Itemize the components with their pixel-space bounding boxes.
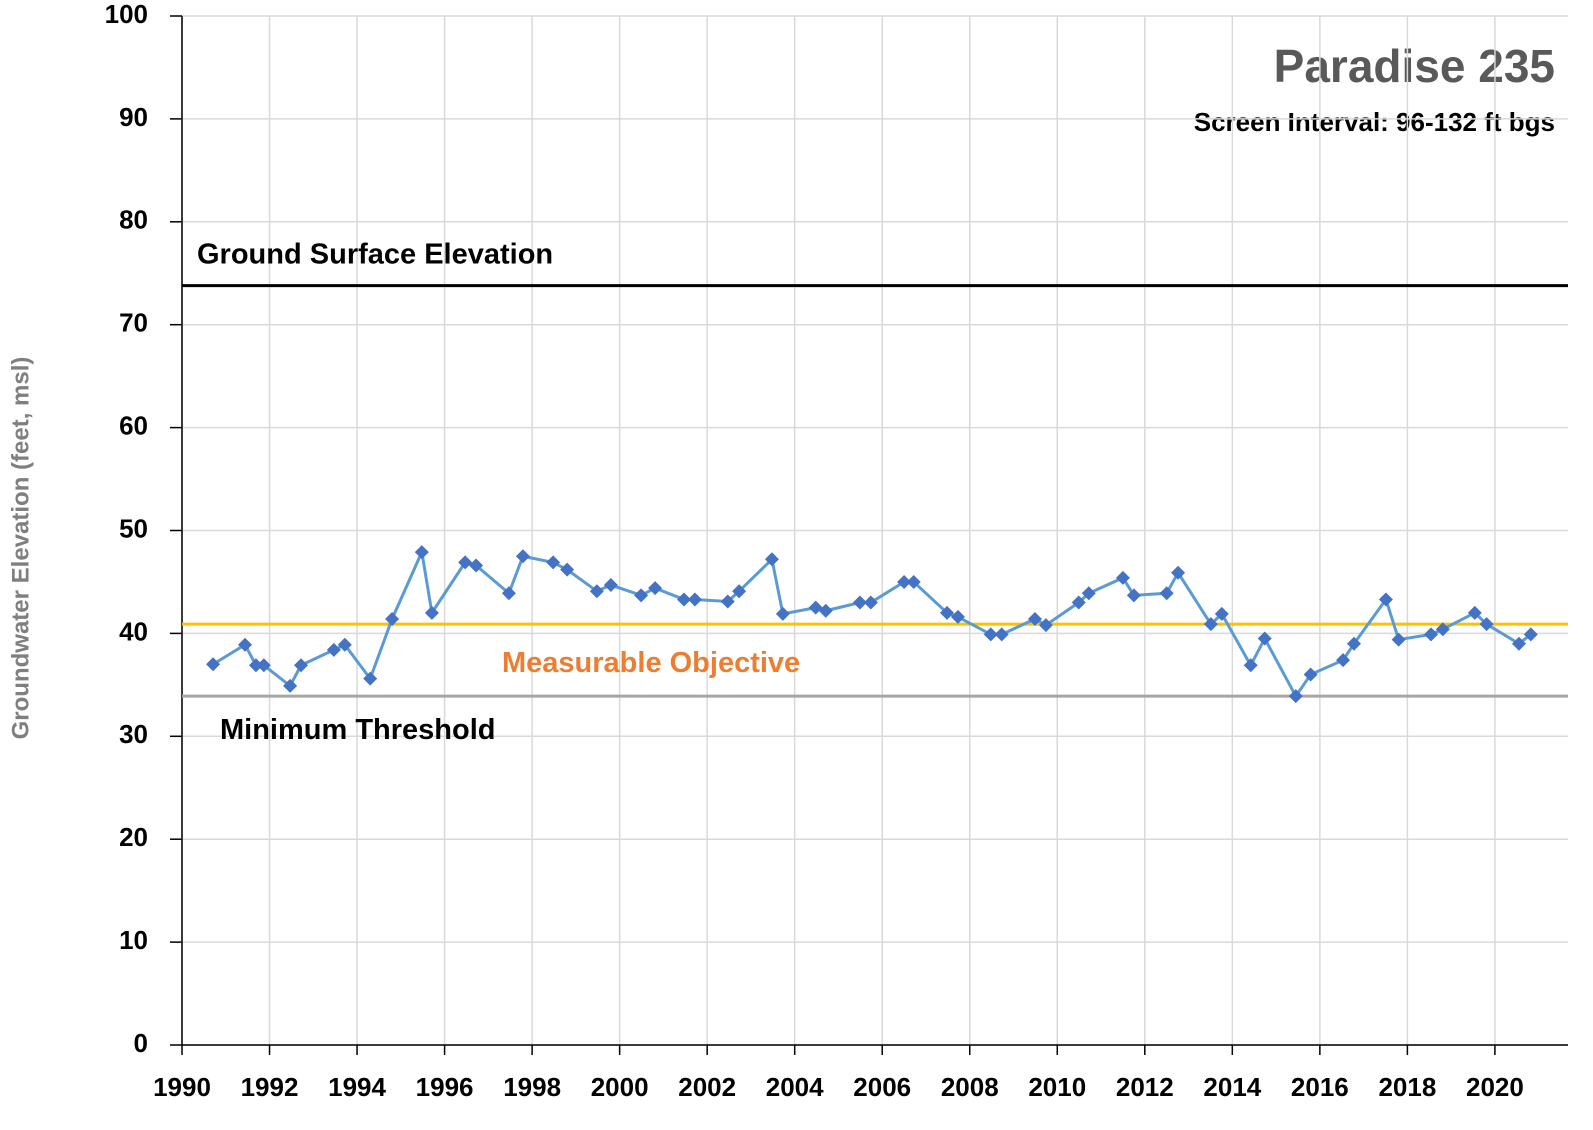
x-tick-label: 2016 bbox=[1291, 1072, 1349, 1102]
data-point bbox=[1378, 592, 1393, 607]
data-point bbox=[732, 584, 747, 599]
y-tick-label: 50 bbox=[119, 513, 148, 543]
data-point bbox=[1288, 689, 1303, 704]
data-point bbox=[863, 595, 878, 610]
x-tick-label: 2012 bbox=[1116, 1072, 1174, 1102]
data-point bbox=[1214, 606, 1229, 621]
data-point bbox=[458, 555, 473, 570]
x-tick-label: 2002 bbox=[678, 1072, 736, 1102]
data-point bbox=[1511, 636, 1526, 651]
data-point bbox=[546, 555, 561, 570]
data-point bbox=[1257, 631, 1272, 646]
data-point bbox=[256, 658, 271, 673]
y-tick-label: 30 bbox=[119, 719, 148, 749]
x-tick-label: 1998 bbox=[503, 1072, 561, 1102]
data-point bbox=[238, 637, 253, 652]
data-point bbox=[337, 637, 352, 652]
data-point bbox=[1159, 586, 1174, 601]
data-point bbox=[648, 581, 663, 596]
data-point bbox=[248, 658, 263, 673]
reference-label: Minimum Threshold bbox=[220, 714, 496, 746]
data-point bbox=[775, 606, 790, 621]
data-point bbox=[326, 642, 341, 657]
y-tick-label: 70 bbox=[119, 308, 148, 338]
data-point bbox=[1171, 565, 1186, 580]
y-tick-label: 10 bbox=[119, 925, 148, 955]
data-point bbox=[764, 552, 779, 567]
x-tick-label: 1992 bbox=[241, 1072, 299, 1102]
x-tick-label: 2004 bbox=[766, 1072, 824, 1102]
data-point bbox=[1346, 636, 1361, 651]
y-tick-label: 20 bbox=[119, 822, 148, 852]
chart-title: Paradise 235 bbox=[1274, 40, 1555, 92]
data-point bbox=[1303, 667, 1318, 682]
data-point bbox=[983, 627, 998, 642]
data-point bbox=[1391, 632, 1406, 647]
x-tick-label: 2010 bbox=[1028, 1072, 1086, 1102]
x-tick-label: 1996 bbox=[416, 1072, 474, 1102]
x-tick-label: 1994 bbox=[328, 1072, 386, 1102]
data-point bbox=[687, 592, 702, 607]
data-point bbox=[1203, 617, 1218, 632]
data-point bbox=[589, 584, 604, 599]
x-tick-label: 2000 bbox=[591, 1072, 649, 1102]
y-tick-label: 80 bbox=[119, 205, 148, 235]
x-tick-label: 2006 bbox=[853, 1072, 911, 1102]
y-tick-label: 100 bbox=[105, 0, 148, 29]
data-point bbox=[852, 595, 867, 610]
data-point bbox=[1336, 653, 1351, 668]
y-axis-label: Groundwater Elevation (feet, msl) bbox=[7, 357, 34, 740]
reference-label: Ground Surface Elevation bbox=[197, 238, 553, 270]
data-point bbox=[560, 562, 575, 577]
data-point bbox=[1523, 627, 1538, 642]
data-point bbox=[1126, 588, 1141, 603]
data-point bbox=[501, 586, 516, 601]
data-point bbox=[1081, 586, 1096, 601]
x-tick-label: 2008 bbox=[941, 1072, 999, 1102]
data-point bbox=[1479, 617, 1494, 632]
data-point bbox=[1115, 570, 1130, 585]
data-point bbox=[414, 545, 429, 560]
data-point bbox=[897, 574, 912, 589]
data-point bbox=[1435, 622, 1450, 637]
data-point bbox=[818, 603, 833, 618]
data-point bbox=[603, 578, 618, 593]
data-point bbox=[1467, 605, 1482, 620]
x-tick-label: 1990 bbox=[153, 1072, 211, 1102]
y-tick-label: 40 bbox=[119, 616, 148, 646]
x-tick-label: 2014 bbox=[1203, 1072, 1261, 1102]
data-point bbox=[1038, 618, 1053, 633]
data-point bbox=[294, 658, 309, 673]
x-tick-label: 2020 bbox=[1466, 1072, 1524, 1102]
data-point bbox=[206, 657, 221, 672]
data-point bbox=[283, 678, 298, 693]
data-point bbox=[363, 671, 378, 686]
reference-label: Measurable Objective bbox=[502, 647, 800, 679]
data-point bbox=[939, 605, 954, 620]
y-tick-label: 0 bbox=[134, 1028, 148, 1058]
data-point bbox=[1243, 658, 1258, 673]
y-tick-label: 60 bbox=[119, 410, 148, 440]
data-point bbox=[1424, 627, 1439, 642]
data-point bbox=[720, 594, 735, 609]
data-point bbox=[1027, 611, 1042, 626]
data-point bbox=[634, 588, 649, 603]
x-tick-label: 2018 bbox=[1378, 1072, 1436, 1102]
data-point bbox=[1071, 595, 1086, 610]
data-point bbox=[906, 574, 921, 589]
data-point bbox=[676, 592, 691, 607]
data-point bbox=[469, 558, 484, 573]
data-point bbox=[950, 609, 965, 624]
data-point bbox=[424, 605, 439, 620]
chart-subtitle: Screen Interval: 96-132 ft bgs bbox=[1194, 107, 1555, 137]
data-point bbox=[385, 611, 400, 626]
data-point bbox=[515, 549, 530, 564]
y-tick-label: 90 bbox=[119, 102, 148, 132]
data-point bbox=[994, 627, 1009, 642]
